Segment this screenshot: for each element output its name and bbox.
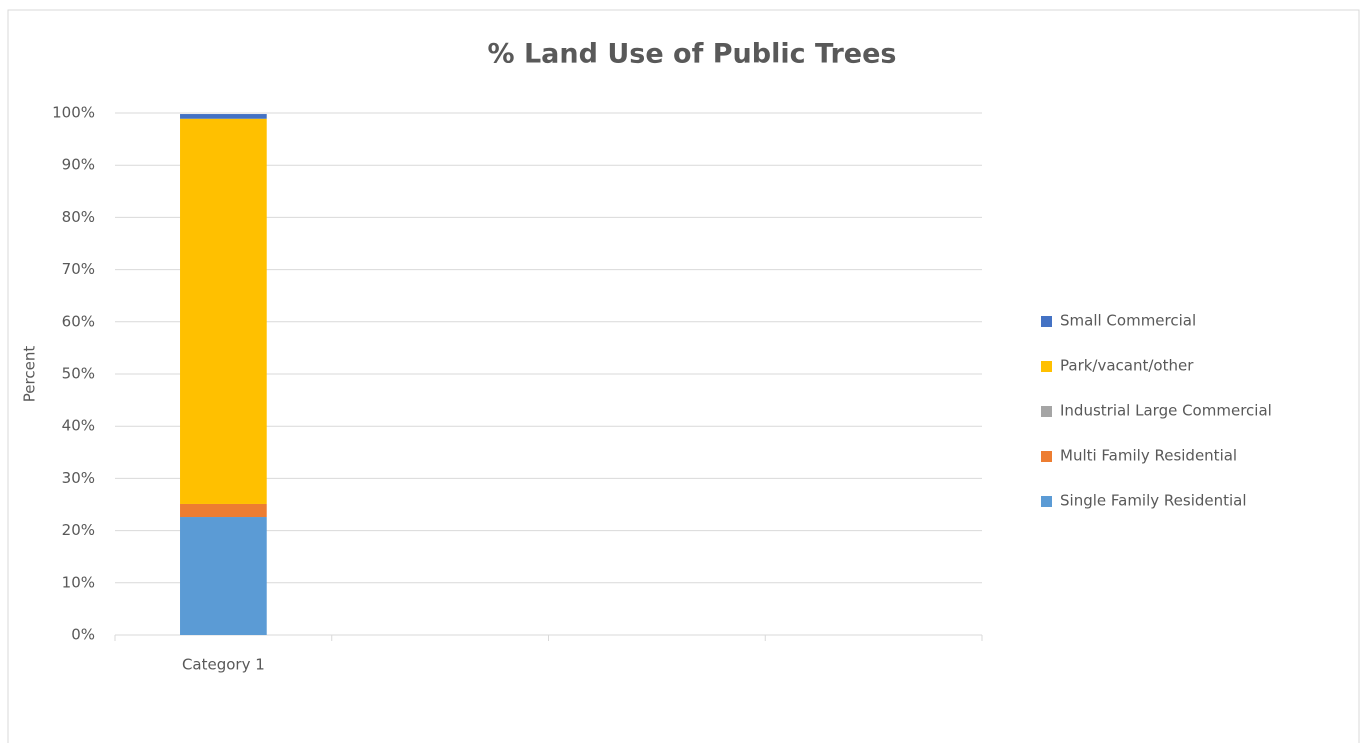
legend-label: Multi Family Residential — [1060, 447, 1237, 465]
legend-label: Single Family Residential — [1060, 492, 1247, 510]
y-tick-label: 90% — [62, 156, 95, 174]
legend-swatch — [1041, 451, 1052, 462]
legend-swatch — [1041, 406, 1052, 417]
legend-swatch — [1041, 316, 1052, 327]
y-tick-label: 40% — [62, 417, 95, 435]
legend-swatch — [1041, 496, 1052, 507]
y-tick-label: 0% — [71, 626, 95, 644]
y-tick-label: 10% — [62, 573, 95, 591]
legend-label: Park/vacant/other — [1060, 357, 1194, 375]
y-tick-label: 80% — [62, 208, 95, 226]
legend-label: Small Commercial — [1060, 312, 1196, 330]
legend-swatch — [1041, 361, 1052, 372]
bar-segment — [180, 517, 267, 635]
x-tick-label: Category 1 — [182, 656, 265, 674]
y-tick-label: 30% — [62, 469, 95, 487]
bar-segment — [180, 118, 267, 504]
y-tick-label: 20% — [62, 521, 95, 539]
y-tick-label: 60% — [62, 312, 95, 330]
chart-title: % Land Use of Public Trees — [488, 39, 897, 70]
bar-segment — [180, 114, 267, 119]
legend-label: Industrial Large Commercial — [1060, 402, 1272, 420]
y-tick-label: 100% — [52, 104, 95, 122]
bar-segment — [180, 503, 267, 518]
y-axis-label: Percent — [21, 346, 39, 403]
y-tick-label: 50% — [62, 365, 95, 383]
y-tick-label: 70% — [62, 260, 95, 278]
